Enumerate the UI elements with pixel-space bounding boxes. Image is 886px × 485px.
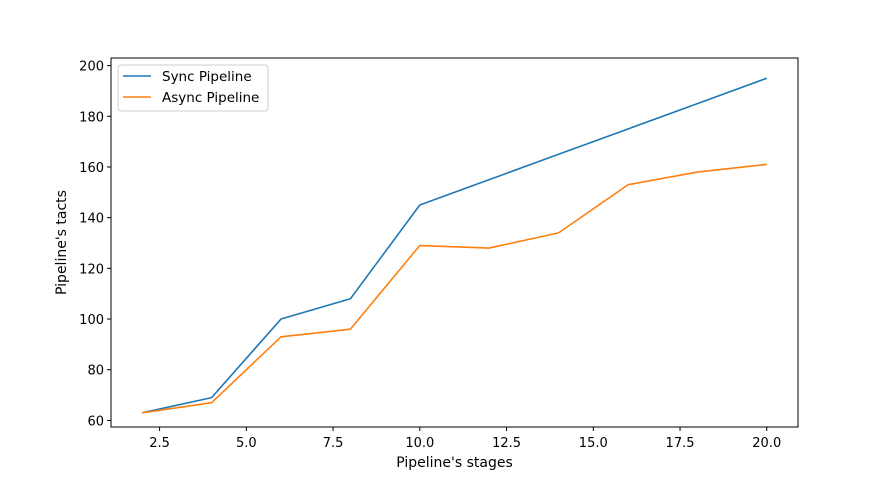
x-tick-label: 10.0 xyxy=(405,436,434,451)
y-tick-label: 60 xyxy=(87,414,104,429)
data-point xyxy=(626,127,630,131)
legend-label: Async Pipeline xyxy=(162,90,259,106)
data-point xyxy=(418,203,422,207)
series-layer xyxy=(140,76,769,415)
x-axis-label: Pipeline's stages xyxy=(396,455,513,471)
y-axis-label: Pipeline's tacts xyxy=(54,190,70,295)
y-tick-label: 200 xyxy=(79,60,104,75)
series-line-1 xyxy=(142,77,768,414)
data-point xyxy=(695,101,699,105)
ticks-layer: 2.5 5.0 7.5 10.0 12.5 15.0 17.5 20.0 60 80 100 120 1… xyxy=(79,60,781,451)
legend-label: Sync Pipeline xyxy=(162,69,252,85)
data-point xyxy=(348,327,352,331)
data-point xyxy=(487,177,491,181)
data-point xyxy=(140,411,144,415)
data-point xyxy=(765,76,769,80)
x-tick-label: 2.5 xyxy=(149,436,170,451)
y-tick-label: 180 xyxy=(79,110,104,125)
data-point xyxy=(279,335,283,339)
data-point xyxy=(348,297,352,301)
x-tick-label: 12.5 xyxy=(492,436,521,451)
plot-frame xyxy=(110,57,799,428)
data-point xyxy=(765,162,769,166)
legend-box xyxy=(117,64,269,112)
y-tick-label: 120 xyxy=(79,262,104,277)
data-point xyxy=(626,183,630,187)
x-tick-label: 17.5 xyxy=(666,436,695,451)
data-point xyxy=(209,400,213,404)
data-point xyxy=(695,170,699,174)
data-point xyxy=(279,317,283,321)
data-point xyxy=(418,243,422,247)
y-tick-label: 80 xyxy=(87,364,104,379)
legend: Sync Pipeline Async Pipeline xyxy=(117,64,269,112)
x-tick-label: 20.0 xyxy=(752,436,781,451)
data-point xyxy=(556,152,560,156)
x-tick-label: 5.0 xyxy=(236,436,257,451)
y-tick-label: 160 xyxy=(79,161,104,176)
x-tick-label: 15.0 xyxy=(579,436,608,451)
data-point xyxy=(487,246,491,250)
y-tick-label: 100 xyxy=(79,313,104,328)
x-tick-label: 7.5 xyxy=(323,436,344,451)
series-line-2 xyxy=(142,163,767,414)
data-point xyxy=(209,395,213,399)
data-point xyxy=(556,231,560,235)
y-tick-label: 140 xyxy=(79,212,104,227)
